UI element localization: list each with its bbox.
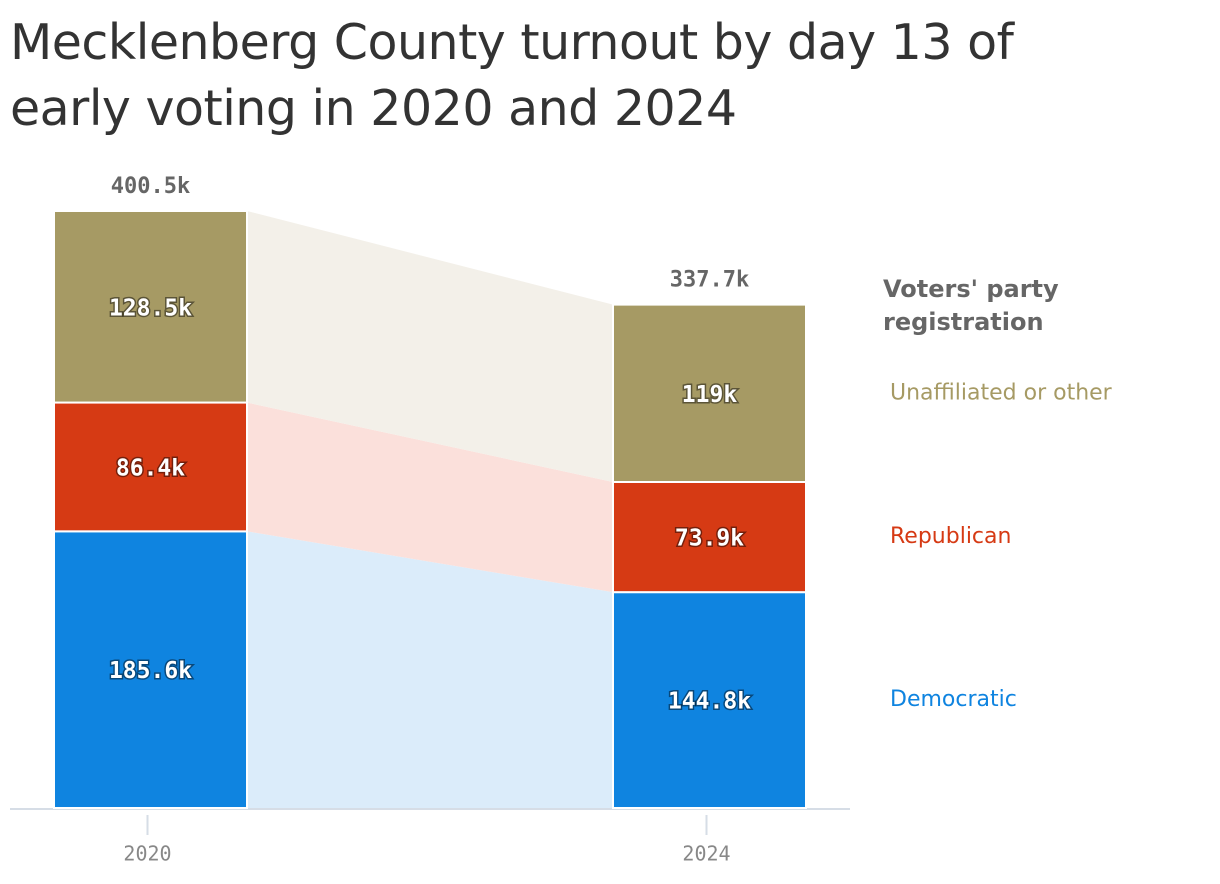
value-label: 73.9k: [675, 526, 744, 552]
chart-title: Mecklenberg County turnout by day 13 of …: [10, 14, 1014, 137]
flow-band: [247, 531, 613, 808]
legend-title: Voters' party registration: [883, 275, 1059, 336]
bar-segment: [612, 591, 807, 810]
bar-segment: [612, 303, 807, 483]
x-tick-label: 2020: [123, 842, 171, 866]
value-label: 119k: [682, 382, 738, 408]
value-label: 128.5k: [109, 295, 192, 321]
flow-band: [247, 211, 613, 482]
legend-entry: Republican: [890, 524, 1011, 549]
value-label: 144.8k: [668, 689, 751, 715]
bar-segment: [53, 401, 248, 533]
legend-entry: Democratic: [890, 687, 1017, 712]
x-tick-label: 2024: [682, 842, 730, 866]
bar-segment: [53, 530, 248, 809]
legend-entry: Unaffiliated or other: [890, 380, 1113, 405]
value-label: 86.4k: [116, 455, 185, 481]
value-label: 185.6k: [109, 658, 192, 684]
flow-band: [247, 402, 613, 593]
bar-segment: [53, 210, 248, 404]
total-label: 337.7k: [670, 268, 749, 293]
total-label: 400.5k: [111, 174, 190, 199]
